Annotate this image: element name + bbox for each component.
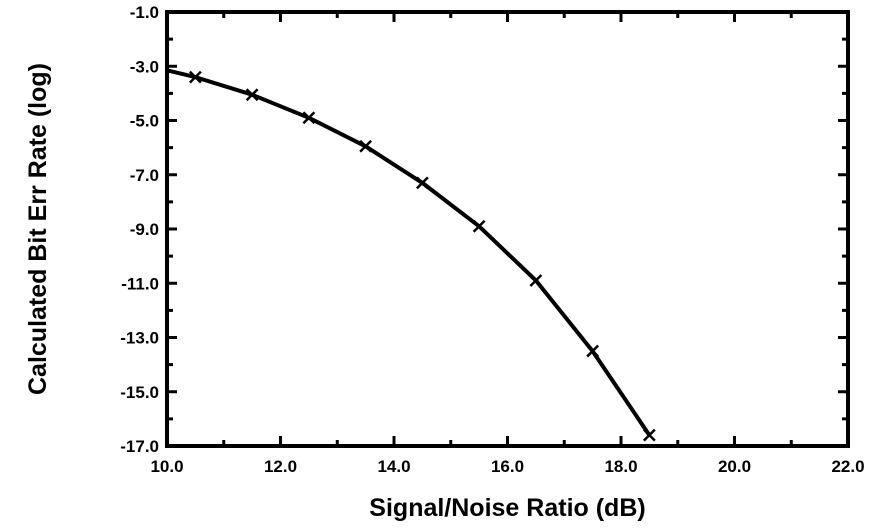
x-tick-label: 12.0 [264,457,297,476]
x-axis-title: Signal/Noise Ratio (dB) [369,494,645,522]
data-point-marker [642,428,656,442]
marker-stroke [359,139,373,153]
y-axis-title: Calculated Bit Err Rate (log) [24,63,52,395]
y-tick-label: -13.0 [120,329,159,348]
marker-stroke [415,176,429,190]
marker-stroke [188,70,202,84]
data-point-marker [302,111,316,125]
tick-labels: 10.0 12.0 14.0 16.0 18.0 20.0 22.0 -1.0 -3.0 -5.0… [120,3,864,476]
y-tick-label: -5.0 [130,112,159,131]
y-tick-label: -15.0 [120,383,159,402]
data-point-marker [245,88,259,102]
data-point-marker [415,176,429,190]
x-tick-label: 10.0 [150,457,183,476]
x-tick-label: 22.0 [831,457,864,476]
y-tick-label: -11.0 [121,274,159,293]
y-tick-label: -9.0 [130,220,159,239]
x-tick-label: 14.0 [377,457,410,476]
x-tick-label: 16.0 [491,457,524,476]
marker-stroke [245,88,259,102]
marker-stroke [529,274,543,287]
marker-stroke [472,219,486,233]
plot-frame [165,10,850,448]
y-tick-label: -7.0 [130,166,159,185]
data-point-marker [529,274,543,287]
y-tick-label: -17.0 [120,437,159,456]
y-tick-label: -1.0 [130,3,159,22]
data-point-marker [472,219,486,233]
series-group [166,68,656,442]
data-point-marker [586,344,600,358]
data-point-marker [359,139,373,153]
data-point-marker [188,70,202,84]
marker-stroke [302,111,316,125]
marker-stroke [586,344,600,358]
x-tick-label: 18.0 [604,457,637,476]
marker-stroke [642,428,656,442]
y-tick-label: -3.0 [130,57,159,76]
series-line [166,68,652,437]
x-tick-label: 20.0 [718,457,751,476]
axis-ticks [165,10,850,448]
